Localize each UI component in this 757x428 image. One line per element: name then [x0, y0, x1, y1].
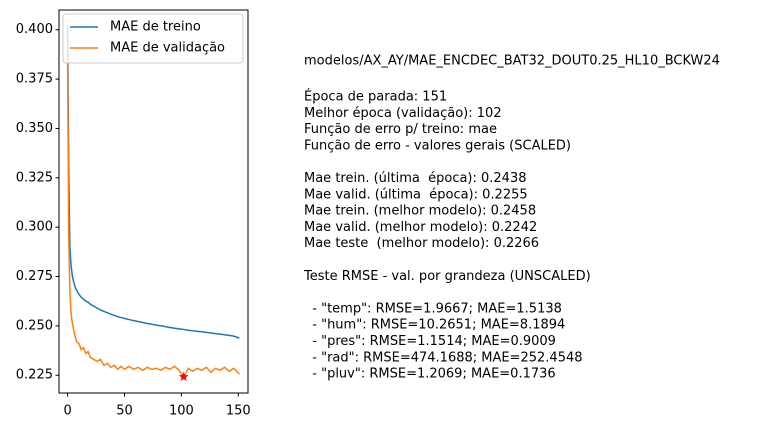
- legend-label: MAE de treino: [110, 20, 201, 35]
- plot-area: [66, 25, 240, 379]
- annotation-line: Mae valid. (última época): 0.2255: [304, 187, 528, 202]
- legend-label: MAE de validação: [110, 41, 225, 56]
- y-tick-label: 0.250: [16, 318, 53, 333]
- annotation-line: Teste RMSE - val. por grandeza (UNSCALED…: [303, 269, 591, 284]
- annotation-line: - "hum": RMSE=10.2651; MAE=8.1894: [304, 318, 565, 333]
- y-tick-label: 0.375: [16, 72, 53, 87]
- best-point: [178, 371, 189, 381]
- annotation-line: Mae trein. (melhor modelo): 0.2458: [304, 204, 536, 219]
- annotation-line: Função de erro - valores gerais (SCALED): [304, 138, 571, 153]
- x-tick-label: 100: [169, 404, 194, 419]
- y-tick-label: 0.275: [16, 269, 53, 284]
- annotation-line: - "rad": RMSE=474.1688; MAE=252.4548: [304, 350, 583, 365]
- annotation-line: Melhor época (validação): 102: [304, 106, 502, 121]
- x-tick-label: 0: [63, 404, 71, 419]
- annotation-line: Mae teste (melhor modelo): 0.2266: [304, 236, 539, 251]
- series-line: [66, 25, 240, 339]
- annotation-line: - "pres": RMSE=1.1514; MAE=0.9009: [304, 334, 556, 349]
- annotation-line: - "pluv": RMSE=1.2069; MAE=0.1736: [304, 367, 556, 382]
- x-tick-label: 150: [226, 404, 251, 419]
- x-tick-label: 50: [116, 404, 133, 419]
- y-tick-label: 0.225: [16, 368, 53, 383]
- annotation-line: Função de erro p/ treino: mae: [304, 122, 497, 137]
- annotation-line: Mae trein. (última época): 0.2438: [304, 171, 527, 186]
- axes-frame: [58, 9, 249, 394]
- y-tick-label: 0.350: [16, 121, 53, 136]
- annotation-line: Mae valid. (melhor modelo): 0.2242: [304, 220, 537, 235]
- y-tick-label: 0.325: [16, 170, 53, 185]
- annotation-line: - "temp": RMSE=1.9667; MAE=1.5138: [304, 301, 562, 316]
- y-tick-label: 0.400: [16, 22, 53, 37]
- legend-box: [62, 13, 244, 64]
- annotation-line: modelos/AX_AY/MAE_ENCDEC_BAT32_DOUT0.25_…: [304, 54, 720, 69]
- y-tick-label: 0.300: [16, 220, 53, 235]
- annotation-line: Época de parada: 151: [304, 89, 447, 105]
- series-line: [66, 59, 240, 379]
